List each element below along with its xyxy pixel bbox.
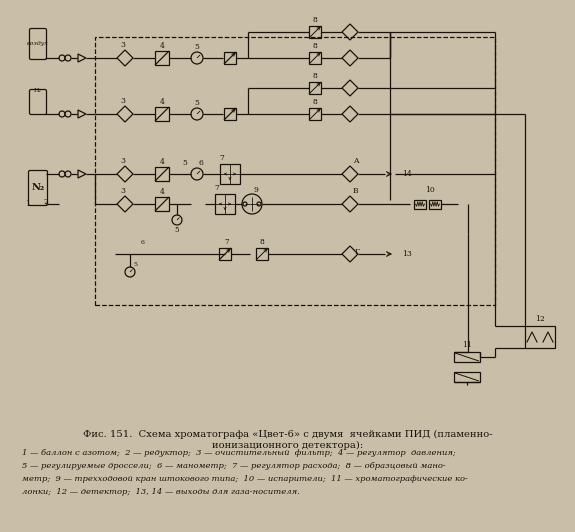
Text: 10: 10 [425, 186, 435, 194]
Text: 4: 4 [160, 42, 164, 50]
Text: 8: 8 [259, 238, 264, 246]
Text: 5: 5 [194, 43, 200, 51]
Bar [309, 26, 321, 38]
Text: 7: 7 [225, 238, 229, 246]
Text: 3: 3 [121, 41, 125, 49]
Bar [525, 326, 555, 348]
Text: 7: 7 [214, 184, 220, 192]
Text: 4: 4 [160, 98, 164, 106]
Bar [224, 108, 236, 120]
Bar [95, 37, 495, 305]
Text: 8: 8 [313, 98, 317, 106]
Text: 5: 5 [194, 99, 200, 107]
Text: Г: Г [355, 248, 360, 256]
Text: N₂: N₂ [32, 184, 45, 193]
Text: 5: 5 [175, 226, 179, 234]
Bar [224, 52, 236, 64]
Bar [155, 51, 169, 65]
Text: 11: 11 [462, 341, 472, 349]
Text: 12: 12 [535, 315, 545, 323]
Text: 5: 5 [133, 262, 137, 267]
Bar [309, 108, 321, 120]
Text: 6: 6 [198, 159, 204, 167]
Bar [309, 82, 321, 94]
Text: Фис. 151.  Схема хроматографа «Цвет-6» с двумя  ячейками ПИД (пламенно-: Фис. 151. Схема хроматографа «Цвет-6» с … [83, 430, 493, 439]
Bar [414, 200, 426, 209]
Text: 13: 13 [402, 250, 412, 258]
Bar [215, 194, 235, 214]
Bar [155, 107, 169, 121]
Bar [220, 164, 240, 184]
Text: B: B [353, 187, 359, 195]
Text: 7: 7 [220, 154, 224, 162]
Text: H₂: H₂ [34, 87, 42, 93]
Text: 5 — регулируемые дроссели;  6 — манометр;  7 — регулятор расхода;  8 — образцовы: 5 — регулируемые дроссели; 6 — манометр;… [22, 462, 446, 470]
Text: 4: 4 [160, 188, 164, 196]
Bar [454, 372, 480, 382]
Text: 8: 8 [313, 72, 317, 80]
Bar [155, 197, 169, 211]
Bar [429, 200, 441, 209]
Bar [256, 248, 268, 260]
Text: 4: 4 [160, 158, 164, 166]
Text: лонки;  12 — детектор;  13, 14 — выходы для газа-носителя.: лонки; 12 — детектор; 13, 14 — выходы дл… [22, 488, 300, 496]
Text: 2: 2 [44, 198, 48, 206]
Text: 3: 3 [121, 157, 125, 165]
Text: 8: 8 [313, 16, 317, 24]
Text: 8: 8 [313, 42, 317, 50]
Bar [219, 248, 231, 260]
Text: ионизационного детектора):: ионизационного детектора): [212, 441, 363, 450]
Bar [454, 352, 480, 362]
Text: 1 — баллон с азотом;  2 — редуктор;  3 — очистительный  фильтр;  4 — регулятор  : 1 — баллон с азотом; 2 — редуктор; 3 — о… [22, 449, 456, 457]
Bar [155, 167, 169, 181]
Text: 6: 6 [141, 239, 145, 245]
Text: 1: 1 [25, 200, 30, 208]
Text: A: A [353, 157, 358, 165]
Text: воздух: воздух [27, 41, 49, 46]
Bar [309, 52, 321, 64]
Text: 9: 9 [254, 186, 258, 194]
Text: 3: 3 [121, 97, 125, 105]
Text: метр;  9 — трехходовой кран штокового типа;  10 — испарители;  11 — хроматографи: метр; 9 — трехходовой кран штокового тип… [22, 475, 468, 483]
Text: 5: 5 [183, 159, 187, 167]
Text: 14: 14 [402, 170, 412, 178]
Text: 3: 3 [121, 187, 125, 195]
